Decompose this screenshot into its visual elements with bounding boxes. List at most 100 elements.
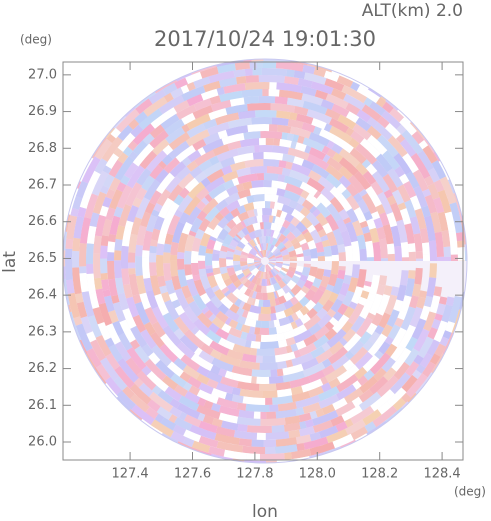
echo-cell	[211, 402, 221, 413]
echo-cell	[117, 292, 129, 311]
echo-cell	[209, 235, 217, 242]
echo-cell	[275, 255, 283, 259]
echo-cell	[300, 206, 311, 217]
echo-cell	[168, 414, 178, 424]
echo-cell	[344, 245, 353, 261]
echo-cell	[268, 278, 271, 286]
echo-cell	[157, 389, 174, 404]
echo-cell	[310, 258, 318, 261]
echo-cell	[389, 108, 405, 123]
echo-cell	[275, 381, 291, 391]
echo-cell	[212, 267, 221, 276]
echo-cell	[221, 165, 233, 176]
echo-cell	[294, 318, 304, 328]
echo-cell	[395, 134, 406, 144]
echo-cell	[338, 208, 350, 221]
echo-cell	[362, 170, 377, 186]
echo-cell	[345, 102, 361, 116]
echo-cell	[346, 111, 360, 123]
echo-cell	[265, 243, 269, 251]
echo-cell	[150, 117, 163, 129]
echo-cell	[181, 156, 192, 167]
echo-cell	[399, 138, 417, 157]
echo-cell	[254, 298, 260, 307]
echo-cell	[372, 160, 389, 178]
echo-cell	[277, 401, 297, 412]
echo-cell	[174, 209, 184, 218]
echo-cell	[224, 317, 232, 326]
echo-cell	[183, 306, 199, 324]
echo-cell	[121, 227, 132, 247]
echo-cell	[182, 364, 200, 380]
echo-cell	[250, 347, 257, 356]
echo-cell	[153, 215, 165, 231]
echo-cell	[251, 369, 271, 378]
echo-cell	[255, 236, 261, 245]
echo-cell	[165, 279, 176, 295]
echo-cell	[344, 387, 364, 404]
echo-cell	[305, 211, 320, 227]
echo-cell	[301, 228, 309, 236]
echo-cell	[254, 269, 259, 277]
echo-cell	[221, 242, 230, 248]
echo-cell	[114, 156, 135, 181]
y-tick-label: 26.1	[28, 398, 57, 413]
echo-cell	[356, 109, 372, 123]
echo-cell	[342, 290, 355, 307]
echo-cell	[241, 277, 249, 285]
echo-cell	[363, 97, 373, 107]
echo-cell	[255, 270, 262, 278]
echo-cell	[312, 277, 322, 289]
echo-cell	[298, 412, 312, 423]
echo-cell	[325, 108, 341, 121]
echo-cell	[249, 249, 257, 256]
echo-cell	[336, 75, 354, 88]
echo-cell	[232, 372, 252, 384]
echo-cell	[107, 260, 115, 280]
echo-cell	[423, 311, 437, 332]
echo-cell	[248, 274, 256, 282]
echo-cell	[105, 207, 116, 221]
echo-cell	[303, 334, 318, 347]
echo-cell	[253, 215, 258, 224]
echo-cell	[259, 250, 264, 258]
echo-cell	[243, 96, 259, 105]
echo-cell	[342, 359, 355, 371]
echo-cell	[289, 256, 297, 259]
echo-cell	[172, 424, 187, 436]
echo-cell	[114, 238, 123, 251]
echo-cell	[192, 105, 214, 120]
echo-cell	[194, 171, 208, 184]
echo-cell	[299, 421, 307, 430]
echo-cell	[381, 101, 394, 114]
echo-cell	[308, 370, 326, 383]
echo-cell	[416, 364, 426, 374]
echo-cell	[260, 411, 267, 420]
echo-cell	[105, 153, 119, 169]
echo-cell	[318, 386, 340, 402]
echo-cell	[164, 386, 183, 402]
echo-cell	[170, 260, 179, 277]
echo-cell	[301, 357, 319, 371]
echo-cell	[283, 307, 294, 318]
echo-cell	[290, 343, 299, 352]
echo-cell	[260, 285, 267, 294]
echo-cell	[228, 319, 239, 329]
echo-cell	[106, 133, 116, 144]
echo-cell	[306, 109, 332, 125]
x-tick-label: 128.0	[299, 467, 336, 482]
echo-cell	[290, 141, 297, 149]
echo-cell	[393, 152, 412, 175]
echo-cell	[405, 373, 428, 398]
echo-cell	[326, 308, 337, 318]
echo-cell	[275, 264, 282, 269]
echo-cell	[176, 73, 192, 82]
echo-cell	[247, 256, 255, 259]
echo-cell	[451, 309, 461, 334]
echo-cell	[386, 309, 400, 328]
echo-cell	[200, 450, 212, 456]
echo-cell	[111, 294, 120, 304]
echo-cell	[224, 392, 234, 402]
echo-cell	[355, 117, 372, 132]
echo-cell	[118, 332, 133, 351]
